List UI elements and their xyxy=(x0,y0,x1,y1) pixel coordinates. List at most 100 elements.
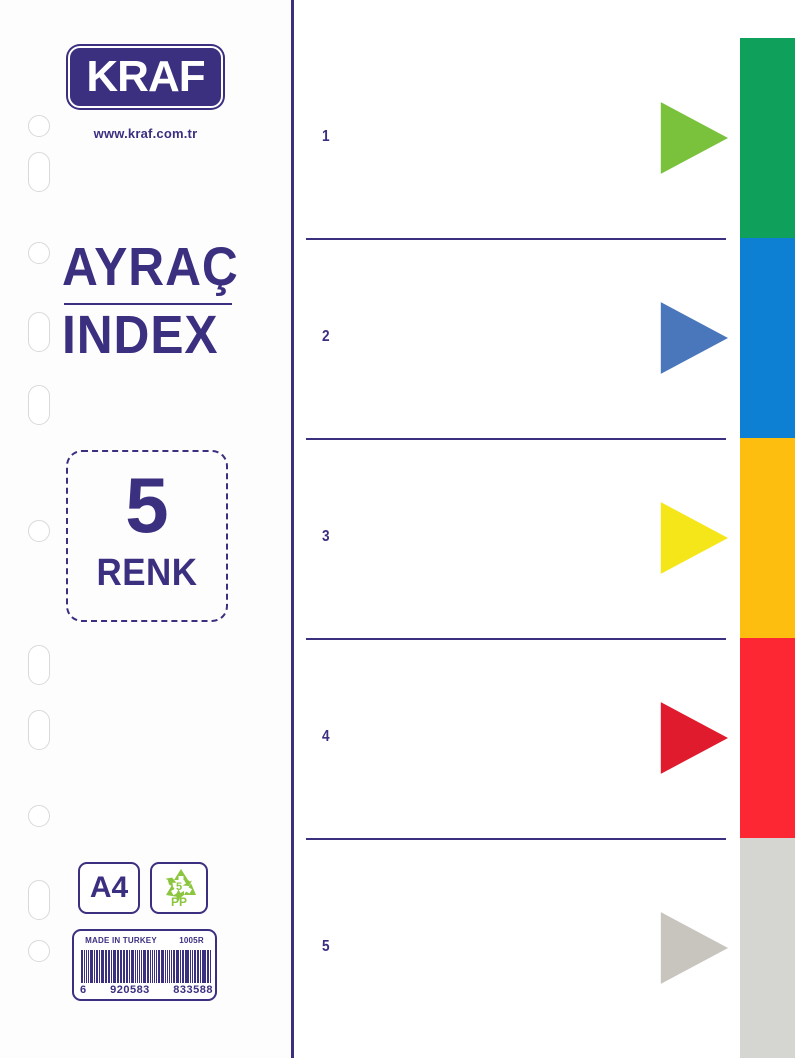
barcode-bar xyxy=(90,950,94,983)
barcode-bar xyxy=(173,950,176,983)
barcode-bar xyxy=(143,950,146,983)
barcode-bar xyxy=(139,950,141,983)
divider-tab-arrow xyxy=(658,299,728,377)
punch-hole xyxy=(28,242,50,264)
barcode-bar xyxy=(96,950,98,983)
paper-size-label: A4 xyxy=(89,871,129,904)
barcode-bar xyxy=(209,950,211,983)
divider-tab-arrow xyxy=(658,99,728,177)
divider-color-strip xyxy=(740,38,795,238)
divider-row-number: 5 xyxy=(322,938,330,955)
barcode-bar xyxy=(126,950,128,983)
barcode-bar xyxy=(192,950,193,983)
divider-color-strip xyxy=(740,438,795,638)
title-turkish: AYRAÇ xyxy=(62,237,239,297)
barcode-bar xyxy=(104,950,106,983)
barcode-bar xyxy=(106,950,108,983)
punch-hole xyxy=(28,520,50,542)
barcode-bar xyxy=(129,950,130,983)
punch-hole xyxy=(28,115,50,137)
barcode-header: MADE IN TURKEY 1005R xyxy=(74,936,215,945)
punch-hole xyxy=(28,710,50,750)
brand-logo: KRAF xyxy=(68,46,223,108)
barcode-bar xyxy=(203,950,207,983)
divider-row-number: 3 xyxy=(322,528,330,545)
title-english: INDEX xyxy=(62,305,219,365)
barcode-bar xyxy=(156,950,158,983)
barcode-digit-prefix: 6 xyxy=(80,984,87,996)
divider-row-number: 1 xyxy=(322,128,330,145)
divider-tab-arrow xyxy=(658,909,728,987)
barcode-bar xyxy=(113,950,116,983)
barcode-bar xyxy=(121,950,123,983)
divider-row-number: 2 xyxy=(322,328,330,345)
punch-hole xyxy=(28,385,50,425)
barcode-bar xyxy=(164,950,166,983)
barcode-bar xyxy=(161,950,164,983)
barcode-bar xyxy=(123,950,126,983)
barcode-bar xyxy=(85,950,87,983)
recycle-icon xyxy=(165,869,196,901)
divider-row-rule xyxy=(306,838,726,840)
barcode-bar xyxy=(199,950,201,983)
punch-hole xyxy=(28,940,50,962)
material-code: PP xyxy=(170,895,187,909)
barcode-bar xyxy=(207,950,209,983)
arrow-glyph xyxy=(660,302,728,374)
barcode-bar xyxy=(193,950,196,983)
barcode-bar xyxy=(168,950,171,983)
color-count-number: 5 xyxy=(125,461,169,549)
product-code-label: 1005R xyxy=(179,936,204,945)
barcode-bar xyxy=(130,950,134,983)
barcode-bar xyxy=(83,950,85,983)
barcode-block: MADE IN TURKEY 1005R 6 920583 833588 xyxy=(72,929,217,1001)
left-cover-panel: KRAF www.kraf.com.tr AYRAÇ INDEX 5 RENK … xyxy=(0,0,293,1058)
barcode-bar xyxy=(146,950,149,983)
barcode-bar xyxy=(181,950,184,983)
recycle-code: 5 xyxy=(175,881,183,893)
punch-hole xyxy=(28,312,50,352)
origin-label: MADE IN TURKEY xyxy=(85,936,157,945)
barcode-bar xyxy=(158,950,161,983)
barcode-bar xyxy=(184,950,186,983)
barcode-bars xyxy=(81,950,212,983)
barcode-bar xyxy=(100,950,104,983)
barcode-bar xyxy=(119,950,121,983)
arrow-glyph xyxy=(660,702,728,774)
barcode-bar xyxy=(190,950,192,983)
barcode-bar xyxy=(116,950,119,983)
divider-color-strip xyxy=(740,238,795,438)
punch-hole xyxy=(28,152,50,192)
divider-sheets-panel: 1 2 3 4 5 xyxy=(294,0,800,1058)
barcode-bar xyxy=(179,950,181,983)
divider-row-number: 4 xyxy=(322,728,330,745)
barcode-bar xyxy=(186,950,190,983)
arrow-glyph xyxy=(660,912,728,984)
barcode-bar xyxy=(136,950,139,983)
barcode-bar xyxy=(87,950,90,983)
divider-row-rule xyxy=(306,238,726,240)
title-divider-rule xyxy=(64,303,232,305)
barcode-bar xyxy=(176,950,179,983)
barcode-bar xyxy=(108,950,111,983)
divider-tab-arrow xyxy=(658,499,728,577)
color-count-label: RENK xyxy=(96,552,198,594)
barcode-bar xyxy=(94,950,96,983)
paper-size-badge: A4 xyxy=(78,862,140,914)
barcode-digits-left: 920583 xyxy=(110,984,150,996)
brand-website: www.kraf.com.tr xyxy=(93,126,198,141)
barcode-bar xyxy=(134,950,136,983)
barcode-bar xyxy=(201,950,203,983)
punch-hole xyxy=(28,880,50,920)
barcode-bar xyxy=(149,950,151,983)
barcode-bar xyxy=(166,950,168,983)
barcode-bar xyxy=(111,950,113,983)
barcode-bar xyxy=(171,950,173,983)
arrow-glyph xyxy=(660,102,728,174)
punch-hole xyxy=(28,805,50,827)
barcode-bar xyxy=(98,950,100,983)
divider-tab-arrow xyxy=(658,699,728,777)
barcode-bar xyxy=(151,950,154,983)
barcode-bar xyxy=(196,950,199,983)
